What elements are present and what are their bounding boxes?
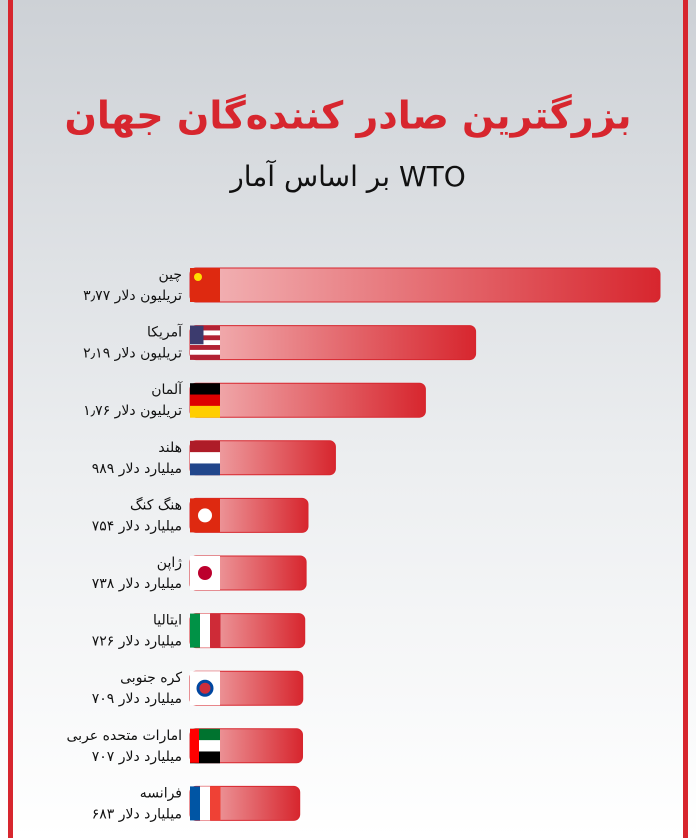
flag-stripe xyxy=(210,786,221,821)
flag-stripe xyxy=(190,728,199,763)
flag-stripe xyxy=(200,786,211,821)
category-label: هلند xyxy=(158,440,182,456)
bar xyxy=(189,382,426,418)
flag-stripe xyxy=(190,751,220,764)
category-label: هنگ کنگ xyxy=(130,496,182,513)
flag-canton xyxy=(190,325,204,345)
flag-stripe xyxy=(190,325,220,331)
flag-taeguk xyxy=(196,679,214,697)
value-label: ۷۰۹ میلیارد دلار xyxy=(92,691,182,707)
bar xyxy=(189,325,477,361)
flag-star xyxy=(194,273,202,281)
flag-stripe xyxy=(190,349,220,356)
flag xyxy=(190,268,220,302)
flag-stripe xyxy=(190,383,220,396)
flag-stripe xyxy=(190,613,201,648)
side-strip xyxy=(8,0,13,838)
flag-stripe xyxy=(200,613,211,648)
flag-stripe xyxy=(190,452,220,464)
flag-stripe xyxy=(190,345,220,351)
flag-stripe xyxy=(190,354,220,360)
flag-stripe xyxy=(190,440,220,453)
value-label: ۲٫۱۹ تریلیون دلار xyxy=(83,346,182,362)
flag-flower xyxy=(198,508,212,523)
chart-subtitle: بر اساس آمار WTO xyxy=(228,160,466,193)
value-label: ۱٫۷۶ تریلیون دلار xyxy=(83,403,182,419)
chart-title: بزرگترین صادر کننده‌گان جهان xyxy=(64,94,631,138)
flag-stripe xyxy=(190,786,201,821)
flag-stripe xyxy=(190,740,220,752)
value-label: ۷۵۴ میلیارد دلار xyxy=(92,518,182,534)
category-label: فرانسه xyxy=(140,785,182,801)
value-label: ۷۲۶ میلیارد دلار xyxy=(92,634,182,650)
value-label: ۷۳۸ میلیارد دلار xyxy=(92,576,182,592)
category-label: چین xyxy=(158,267,182,283)
flag-stripe xyxy=(190,405,220,418)
side-strip xyxy=(683,0,688,838)
value-label: ۷۰۷ میلیارد دلار xyxy=(92,749,182,765)
value-label: ۶۸۳ میلیارد دلار xyxy=(92,806,182,822)
bar xyxy=(189,267,661,303)
category-label: کره جنوبی xyxy=(120,670,182,686)
flag-stripe xyxy=(210,613,221,648)
category-label: آمریکا xyxy=(147,324,183,341)
category-label: ایتالیا xyxy=(153,613,182,629)
category-label: ژاپن xyxy=(157,555,182,571)
flag-stripe xyxy=(190,463,220,476)
flag-stripe xyxy=(190,728,220,741)
flag-stripe xyxy=(190,394,220,407)
value-label: ۹۸۹ میلیارد دلار xyxy=(92,461,182,477)
flag-stripe xyxy=(190,335,220,341)
category-label: امارات متحده عربی xyxy=(67,728,182,744)
flag-sun xyxy=(198,566,212,580)
flag-stripe xyxy=(190,330,220,336)
value-label: ۳٫۷۷ تریلیون دلار xyxy=(83,288,182,304)
category-label: آلمان xyxy=(151,381,183,398)
flag-stripe xyxy=(190,340,220,346)
